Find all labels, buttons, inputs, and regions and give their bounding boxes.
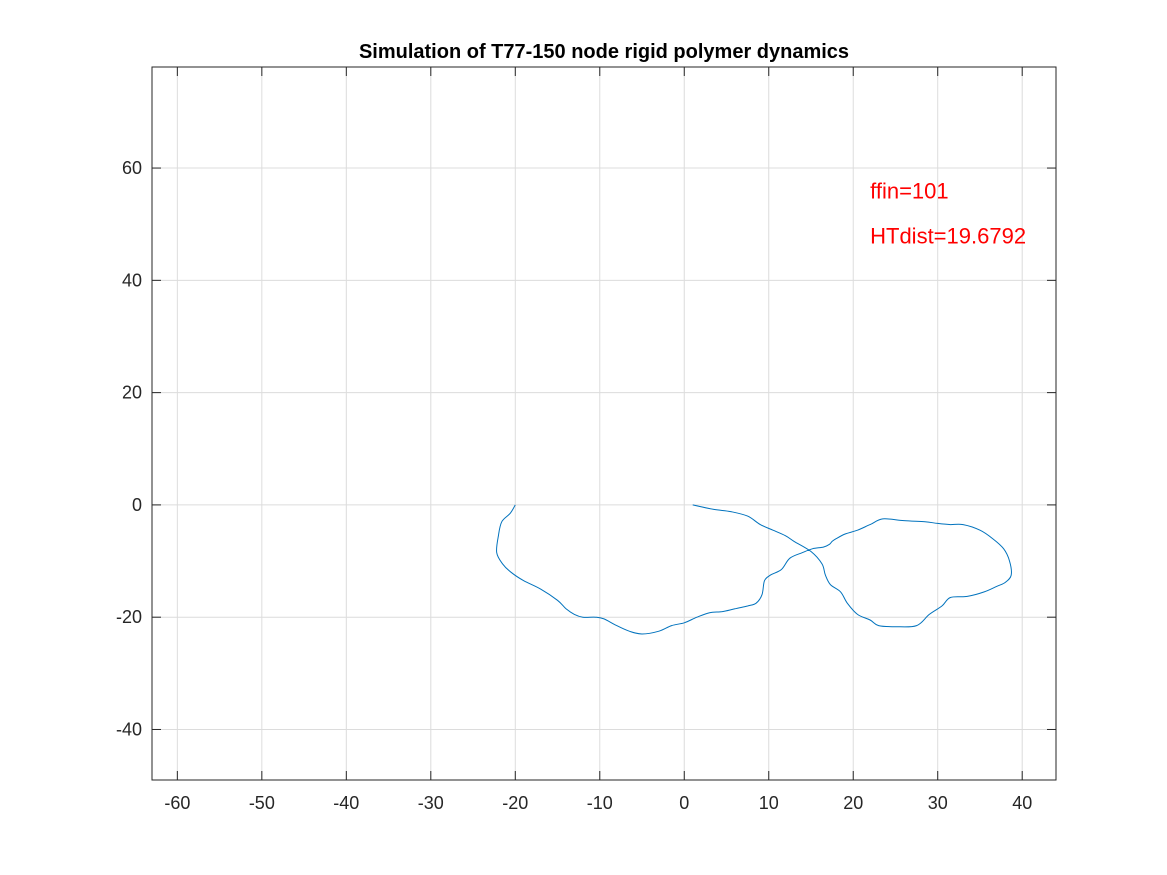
y-axis-tick-labels: -40 -20 0 20 40 60 xyxy=(116,158,142,739)
axes-box xyxy=(151,66,1057,781)
x-tick-label: 10 xyxy=(759,793,779,813)
x-tick-label: 40 xyxy=(1012,793,1032,813)
y-tick-label: 40 xyxy=(122,270,142,290)
y-tick-label: 60 xyxy=(122,158,142,178)
x-tick-label: 20 xyxy=(843,793,863,813)
y-tick-label: -20 xyxy=(116,607,142,627)
y-tick-label: 20 xyxy=(122,383,142,403)
x-tick-label: -40 xyxy=(333,793,359,813)
y-tick-label: -40 xyxy=(116,719,142,739)
x-tick-label: -30 xyxy=(418,793,444,813)
x-tick-label: -50 xyxy=(249,793,275,813)
x-tick-label: 30 xyxy=(928,793,948,813)
tick-marks xyxy=(152,67,1056,780)
y-tick-label: 0 xyxy=(132,495,142,515)
polymer-trace-line xyxy=(496,504,1012,635)
x-axis-tick-labels: -60 -50 -40 -30 -20 -10 0 10 20 30 40 xyxy=(164,793,1032,813)
x-tick-label: -60 xyxy=(164,793,190,813)
series-layer xyxy=(496,504,1012,635)
x-tick-label: 0 xyxy=(679,793,689,813)
annotation-label: HTdist=19.6792 xyxy=(870,223,1026,248)
chart-title: Simulation of T77-150 node rigid polymer… xyxy=(359,41,849,63)
x-tick-label: -20 xyxy=(502,793,528,813)
x-tick-label: -10 xyxy=(587,793,613,813)
annotations: ffin=101 HTdist=19.6792 xyxy=(870,179,1026,249)
annotation-label: ffin=101 xyxy=(870,179,949,204)
grid xyxy=(152,67,1056,780)
